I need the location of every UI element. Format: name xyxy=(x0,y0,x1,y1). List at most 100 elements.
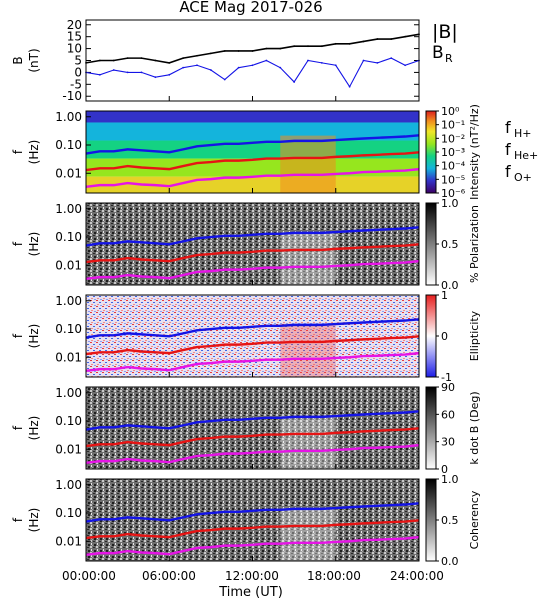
series-1-point-9 xyxy=(209,69,212,71)
series-0-point-4 xyxy=(140,57,143,60)
spectrogram-storm-region xyxy=(280,415,336,469)
series-1-point-13 xyxy=(265,59,268,62)
series-1-point-17 xyxy=(320,61,323,64)
colorbar-tick-label-2: 0.0 xyxy=(441,279,459,292)
series-1-point-18 xyxy=(334,64,337,67)
panel-1: 1.000.100.01f (Hz)10⁰10⁻¹10⁻²10⁻³10⁻⁴10⁻⁵… xyxy=(11,104,538,200)
series-1-point-23 xyxy=(404,64,407,67)
legend-f-0: f xyxy=(505,118,511,137)
y-tick-label-0: 20 xyxy=(67,18,82,32)
y-tick-label-0: 1.00 xyxy=(55,478,82,492)
figure-title: ACE Mag 2017-026 xyxy=(179,0,322,16)
cyclotron-line-He xyxy=(85,335,420,356)
series-0-point-16 xyxy=(307,45,309,48)
legend-sub-1: He+ xyxy=(514,149,538,162)
y-tick-label-2: 10 xyxy=(67,42,82,56)
cyclotron-line-H xyxy=(85,226,420,247)
series-0-point-19 xyxy=(348,42,351,45)
y-tick-label-3: 5 xyxy=(74,54,82,68)
series-1-point-20 xyxy=(362,59,365,62)
spectrogram-storm-region xyxy=(280,507,336,561)
panel-4: 1.00 0.10 0.01 f (Hz) 90 60 30 0 k dot B (Deg) xyxy=(11,381,481,476)
cyclotron-line-He xyxy=(85,519,420,540)
colorbar-label: Ellipticity xyxy=(468,310,481,361)
colorbar-tick-label-1: 0.5 xyxy=(441,238,459,251)
y-tick-label-2: 0.01 xyxy=(55,442,82,456)
series-0-point-3 xyxy=(126,57,129,60)
y-tick-label-6: -10 xyxy=(62,89,82,103)
colorbar-tick-label-6: 10⁻⁶ xyxy=(441,187,466,200)
y-tick-label-1: 15 xyxy=(67,30,82,44)
cyclotron-line-O xyxy=(85,535,420,557)
series-0-point-15 xyxy=(293,45,296,48)
series-0-point-17 xyxy=(320,45,323,48)
series-1-point-8 xyxy=(196,64,198,67)
y-tick-label-4: 0 xyxy=(74,65,82,79)
colorbar-tick-label-0: 1.0 xyxy=(441,473,459,486)
series-0-point-14 xyxy=(279,47,282,50)
series-1-point-21 xyxy=(376,61,379,64)
y-tick-label-1: 0.10 xyxy=(55,322,82,336)
legend-bmag: |B| xyxy=(432,21,458,43)
cyclotron-line-O xyxy=(85,167,420,189)
colorbar-tick-label-2: 10⁻² xyxy=(441,132,465,145)
series-0-point-21 xyxy=(376,38,379,40)
series-1-point-1 xyxy=(98,73,101,76)
colorbar-tick-label-5: 10⁻⁵ xyxy=(441,173,465,186)
spectrogram-noise xyxy=(86,203,419,285)
colorbar xyxy=(425,202,437,286)
y-tick-label-1: 0.10 xyxy=(55,414,82,428)
legend-f-1: f xyxy=(505,140,511,159)
series-1-point-14 xyxy=(279,66,282,69)
cyclotron-line-He xyxy=(85,427,420,448)
series-1-point-5 xyxy=(154,76,157,79)
y-tick-label-2: 0.01 xyxy=(55,534,82,548)
series-0-point-2 xyxy=(112,59,115,62)
colorbar xyxy=(425,110,437,194)
series-1-point-19 xyxy=(348,85,351,88)
colorbar-tick-label-3: 0 xyxy=(441,463,448,476)
legend-br: B xyxy=(432,43,444,63)
series-0-point-12 xyxy=(251,50,254,52)
x-tick-2: 12:00:00 xyxy=(225,569,279,583)
y-axis-label-nt: (nT) xyxy=(27,48,41,72)
spectrogram-storm-region xyxy=(280,323,336,377)
y-axis-label-hz: (Hz) xyxy=(27,232,41,257)
cyclotron-line-O xyxy=(85,259,420,281)
series-0-point-22 xyxy=(390,38,393,40)
colorbar-tick-label-0: 1.0 xyxy=(441,197,459,210)
y-axis-label-f: f xyxy=(11,517,25,522)
series-0-point-7 xyxy=(182,57,185,60)
cyclotron-line-H xyxy=(85,318,420,339)
colorbar-tick-label-1: 0 xyxy=(441,330,448,343)
cyclotron-line-O xyxy=(85,351,420,373)
colorbar-tick-label-3: 10⁻³ xyxy=(441,146,465,159)
colorbar xyxy=(425,294,437,378)
y-tick-label-5: -5 xyxy=(70,77,82,91)
y-tick-label-2: 0.01 xyxy=(55,166,82,180)
y-axis-label-f: f xyxy=(11,149,25,154)
legend-f-2: f xyxy=(505,162,511,181)
colorbar-tick-label-0: 90 xyxy=(441,381,455,394)
x-tick-1: 06:00:00 xyxy=(142,569,196,583)
series-0-point-10 xyxy=(223,50,226,52)
series-0-point-20 xyxy=(362,40,365,43)
y-tick-label-2: 0.01 xyxy=(55,258,82,272)
spectrogram-noise xyxy=(86,295,419,377)
colorbar-label: Coherency xyxy=(468,490,481,549)
x-axis-label: Time (UT) xyxy=(218,585,283,600)
colorbar-tick-label-2: -1 xyxy=(441,371,452,384)
series-0-point-5 xyxy=(154,59,157,62)
series-0-point-11 xyxy=(237,50,240,52)
series-1-point-10 xyxy=(223,78,226,81)
spectrogram-noise xyxy=(86,479,419,561)
y-tick-label-0: 1.00 xyxy=(55,386,82,400)
series-1-point-6 xyxy=(168,73,171,76)
series-1-point-4 xyxy=(140,71,143,74)
colorbar xyxy=(425,386,437,470)
colorbar-tick-label-4: 10⁻⁴ xyxy=(441,160,466,173)
y-tick-label-1: 0.10 xyxy=(55,506,82,520)
series-0-point-8 xyxy=(196,54,198,57)
